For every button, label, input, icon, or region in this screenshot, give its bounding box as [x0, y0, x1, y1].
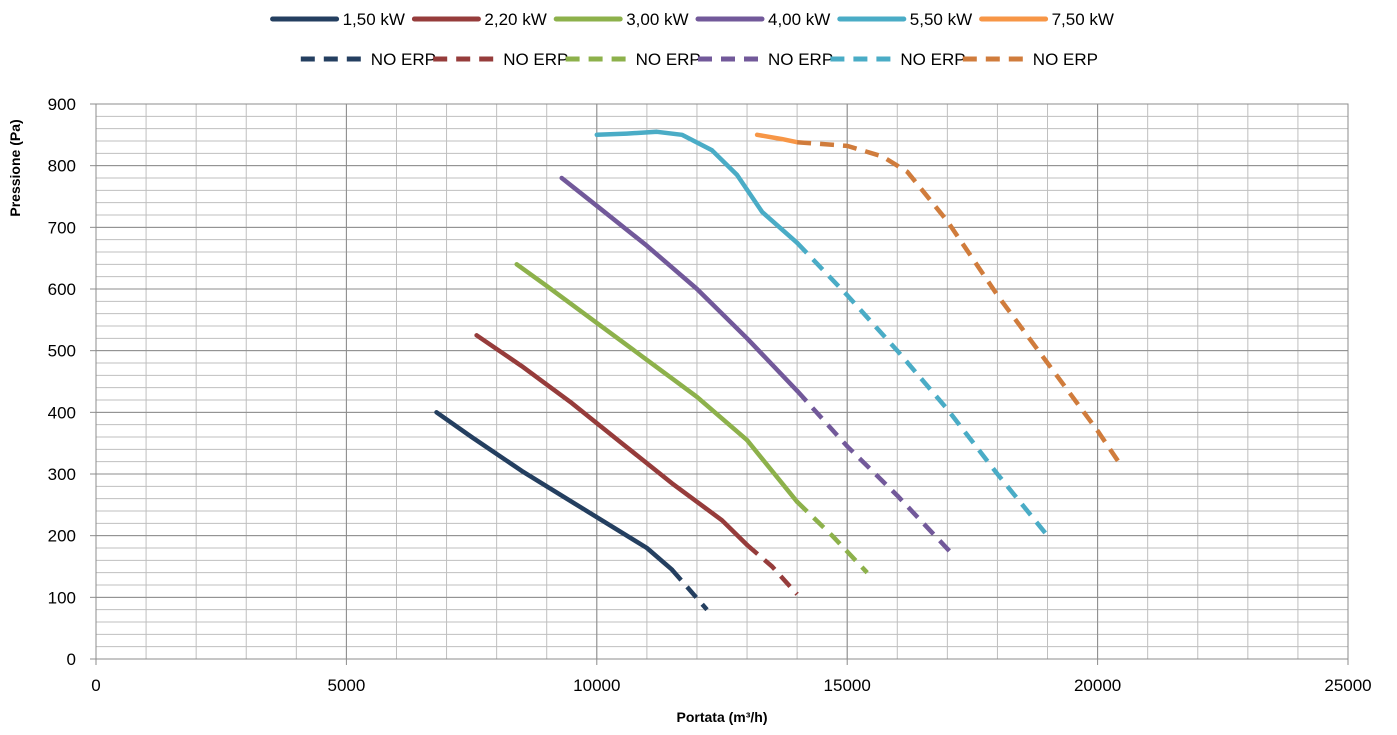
y-tick-label: 800 [48, 157, 76, 176]
series-line-kw [594, 129, 800, 246]
series-line-no-erp [795, 389, 955, 556]
y-tick-label: 100 [48, 588, 76, 607]
legend-entry-label: NO ERP [1033, 50, 1098, 69]
series-line-kw [434, 410, 675, 572]
axes: 0 5000 10000 15000 20000 25000 0 100 200 300 400 50… [48, 95, 1372, 695]
series-lines [434, 129, 1125, 612]
x-axis-title: Portata (m³/h) [677, 709, 768, 725]
series-line-kw [754, 132, 800, 145]
y-axis-title: Pressione (Pa) [7, 119, 23, 216]
legend-entry-label: NO ERP [503, 50, 568, 69]
series-line-no-erp [745, 543, 799, 596]
x-tick-label: 15000 [824, 676, 871, 695]
y-tick-label: 900 [48, 95, 76, 114]
series-line-kw [514, 262, 800, 505]
legend-entry-label: 1,50 kW [343, 10, 405, 29]
plot-area-border [95, 103, 1349, 660]
y-tick-label: 600 [48, 280, 76, 299]
legend-entry-label: NO ERP [768, 50, 833, 69]
grid [95, 103, 1349, 660]
legend-entry-label: 7,50 kW [1052, 10, 1114, 29]
legend: 1,50 kW 2,20 kW 3,00 kW 4,00 kW 5,50 kW 7,50 … [270, 10, 1114, 69]
series-line-kw [559, 175, 800, 394]
legend-entry-label: 5,50 kW [910, 10, 972, 29]
x-tick-label: 20000 [1074, 676, 1121, 695]
legend-entry-label: 4,00 kW [768, 10, 830, 29]
y-tick-label: 700 [48, 218, 76, 237]
series-line-no-erp [795, 241, 1050, 538]
x-tick-label: 5000 [327, 676, 365, 695]
y-tick-label: 400 [48, 403, 76, 422]
legend-entry-label: 2,20 kW [484, 10, 546, 29]
series-line-no-erp [796, 139, 1125, 470]
legend-entry-label: NO ERP [900, 50, 965, 69]
y-tick-label: 300 [48, 465, 76, 484]
y-tick-label: 500 [48, 342, 76, 361]
x-tick-label: 0 [91, 676, 100, 695]
series-line-no-erp [795, 500, 869, 575]
legend-entry-label: NO ERP [371, 50, 436, 69]
y-tick-label: 200 [48, 527, 76, 546]
series-line-no-erp [670, 568, 709, 612]
legend-entry-label: 3,00 kW [626, 10, 688, 29]
x-tick-label: 25000 [1324, 676, 1371, 695]
y-tick-label: 0 [67, 650, 76, 669]
legend-entry-label: NO ERP [636, 50, 701, 69]
x-tick-label: 10000 [573, 676, 620, 695]
series-line-kw [474, 333, 750, 548]
